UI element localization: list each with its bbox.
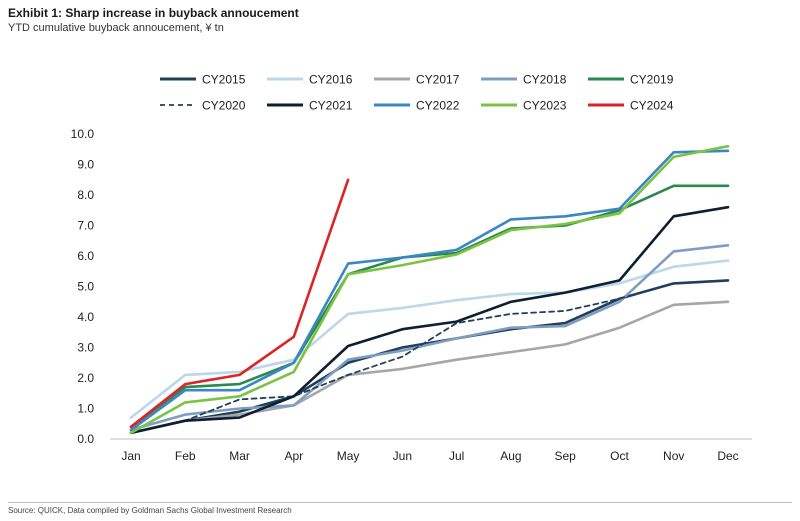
x-tick-label: Dec xyxy=(717,449,738,463)
footer-divider xyxy=(8,502,792,503)
x-tick-label: Nov xyxy=(663,449,684,463)
source-note: Source: QUICK, Data compiled by Goldman … xyxy=(8,506,292,515)
legend-label-cy2021: CY2021 xyxy=(309,99,353,113)
series-line-cy2019 xyxy=(129,184,730,429)
x-tick-label: Sep xyxy=(555,449,577,463)
y-tick-label: 7.0 xyxy=(77,219,94,233)
x-tick-label: Jun xyxy=(393,449,412,463)
x-tick-label: Feb xyxy=(175,449,196,463)
y-tick-label: 9.0 xyxy=(77,158,94,172)
legend-label-cy2015: CY2015 xyxy=(202,73,246,87)
plot-area xyxy=(129,144,730,435)
legend-label-cy2017: CY2017 xyxy=(416,73,460,87)
legend-label-cy2020: CY2020 xyxy=(202,99,246,113)
y-tick-label: 2.0 xyxy=(77,371,94,385)
y-tick-label: 10.0 xyxy=(71,127,95,141)
legend-label-cy2023: CY2023 xyxy=(523,99,567,113)
series-line-cy2016 xyxy=(129,259,730,419)
legend-label-cy2016: CY2016 xyxy=(309,73,353,87)
chart-title: Exhibit 1: Sharp increase in buyback ann… xyxy=(8,6,299,20)
y-tick-label: 4.0 xyxy=(77,310,94,324)
x-tick-label: Apr xyxy=(284,449,303,463)
y-tick-label: 8.0 xyxy=(77,188,94,202)
series-line-cy2024 xyxy=(129,178,350,429)
line-chart: CY2015 CY2016 CY2017 CY2018 CY2019 CY2020 CY20… xyxy=(71,73,752,463)
y-tick-label: 1.0 xyxy=(77,402,94,416)
legend-label-cy2018: CY2018 xyxy=(523,73,567,87)
series-line-cy2022 xyxy=(129,149,730,432)
x-tick-label: Aug xyxy=(500,449,521,463)
series-line-cy2017 xyxy=(129,300,730,435)
legend-label-cy2022: CY2022 xyxy=(416,99,460,113)
series-line-cy2023 xyxy=(129,144,730,435)
chart-subtitle: YTD cumulative buyback annoucement, ¥ tn xyxy=(8,22,224,34)
y-axis: 0.0 1.0 2.0 3.0 4.0 5.0 6.0 7.0 8.0 9.0 10.0 xyxy=(71,127,95,446)
y-tick-label: 6.0 xyxy=(77,249,94,263)
series-line-cy2020 xyxy=(130,279,729,434)
x-tick-label: Jan xyxy=(121,449,140,463)
legend: CY2015 CY2016 CY2017 CY2018 CY2019 CY2020 CY20… xyxy=(160,73,674,113)
x-tick-label: Jul xyxy=(449,449,464,463)
x-tick-label: Mar xyxy=(229,449,250,463)
x-tick-label: May xyxy=(337,449,360,463)
legend-label-cy2019: CY2019 xyxy=(630,73,674,87)
x-tick-label: Oct xyxy=(610,449,629,463)
y-tick-label: 0.0 xyxy=(77,432,94,446)
legend-label-cy2024: CY2024 xyxy=(630,99,674,113)
series-line-cy2021 xyxy=(129,205,730,435)
series-line-cy2018 xyxy=(129,244,730,432)
y-tick-label: 5.0 xyxy=(77,280,94,294)
y-tick-label: 3.0 xyxy=(77,341,94,355)
x-axis: Jan Feb Mar Apr May Jun Jul Aug Sep Oct Nov Dec xyxy=(110,438,752,463)
